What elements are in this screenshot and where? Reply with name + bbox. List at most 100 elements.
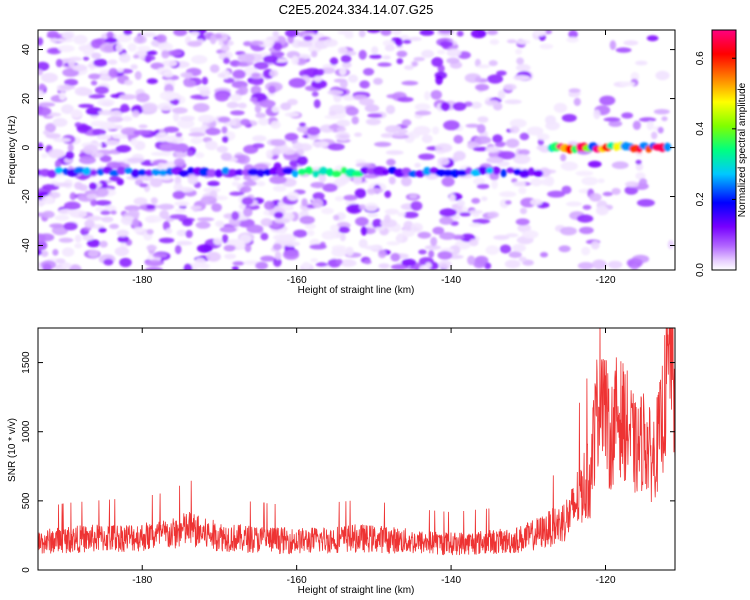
heatmap-cell bbox=[188, 132, 206, 137]
heatmap-cell bbox=[117, 235, 129, 243]
heatmap-cell bbox=[108, 68, 119, 78]
heatmap-cell bbox=[430, 236, 438, 247]
heatmap-cell bbox=[94, 200, 112, 206]
heatmap-cell bbox=[114, 246, 130, 257]
heatmap-cell bbox=[38, 106, 52, 116]
heatmap-cell bbox=[272, 243, 282, 251]
heatmap-cell bbox=[623, 40, 639, 46]
heatmap-cell bbox=[602, 191, 613, 197]
heatmap-cell bbox=[274, 218, 291, 224]
heatmap-cell bbox=[91, 52, 102, 60]
heatmap-cell bbox=[396, 50, 408, 58]
heatmap-cell bbox=[38, 83, 46, 92]
heatmap-cell bbox=[355, 216, 369, 227]
heatmap-cell bbox=[78, 156, 96, 165]
heatmap-cell bbox=[196, 85, 210, 91]
heatmap-line-cell bbox=[486, 167, 494, 175]
heatmap-cell bbox=[609, 40, 617, 51]
heatmap-cell bbox=[330, 224, 340, 232]
heatmap-cell bbox=[343, 194, 358, 201]
heatmap-cell bbox=[272, 30, 280, 37]
heatmap-cell bbox=[635, 172, 646, 180]
heatmap-cell bbox=[176, 229, 187, 237]
spectrogram-y-tick-label: -40 bbox=[21, 238, 32, 253]
heatmap-cell bbox=[473, 177, 485, 186]
heatmap-cell bbox=[497, 151, 516, 160]
heatmap-cell bbox=[396, 233, 404, 243]
spectrogram-x-tick-label: -140 bbox=[441, 275, 461, 286]
spectrogram-x-tick-label: -160 bbox=[287, 275, 307, 286]
heatmap-cell bbox=[90, 120, 107, 127]
heatmap-cell bbox=[159, 90, 178, 101]
heatmap-cell bbox=[191, 55, 208, 64]
heatmap-cell bbox=[177, 118, 195, 129]
heatmap-cell bbox=[221, 126, 228, 134]
heatmap-cell bbox=[411, 61, 418, 67]
heatmap-cell bbox=[78, 103, 94, 108]
heatmap-cell bbox=[364, 245, 380, 250]
heatmap-cell bbox=[274, 251, 282, 260]
heatmap-cell bbox=[453, 134, 464, 144]
colorbar-gradient bbox=[712, 30, 736, 270]
heatmap-cell bbox=[43, 130, 50, 136]
heatmap-line-cell bbox=[326, 168, 334, 177]
heatmap-cell bbox=[146, 78, 158, 85]
heatmap-line-cell bbox=[519, 169, 530, 178]
heatmap-cell bbox=[639, 178, 648, 186]
heatmap-cell bbox=[49, 38, 59, 43]
heatmap-cell bbox=[302, 261, 311, 270]
heatmap-cell bbox=[47, 149, 65, 159]
heatmap-cell bbox=[110, 210, 117, 215]
snr-panel: -180 -160 -140 -120 0 500 1000 1500 Height of … bbox=[7, 327, 676, 596]
snr-y-tick-label: 1000 bbox=[21, 420, 32, 443]
heatmap-cell bbox=[475, 76, 482, 83]
heatmap-cell bbox=[632, 120, 642, 130]
heatmap-line-cell bbox=[533, 169, 544, 178]
heatmap-cell bbox=[259, 99, 276, 108]
heatmap-cell bbox=[435, 143, 453, 153]
heatmap-cell bbox=[636, 199, 655, 207]
heatmap-cell bbox=[124, 205, 141, 212]
heatmap-cell bbox=[83, 144, 98, 155]
heatmap-cell bbox=[99, 74, 111, 81]
heatmap-cell bbox=[243, 207, 253, 217]
heatmap-cell bbox=[505, 138, 520, 148]
heatmap-cell bbox=[342, 94, 356, 101]
heatmap-cell bbox=[231, 211, 240, 221]
heatmap-cell bbox=[215, 220, 225, 227]
heatmap-cell bbox=[504, 99, 522, 105]
heatmap-cell bbox=[38, 61, 50, 71]
heatmap-cell bbox=[345, 50, 357, 56]
heatmap-cell bbox=[88, 249, 99, 258]
heatmap-cell bbox=[380, 30, 392, 36]
heatmap-cell bbox=[258, 117, 269, 126]
heatmap-cell bbox=[230, 110, 245, 116]
heatmap-cell bbox=[183, 79, 197, 88]
heatmap-cell bbox=[414, 103, 431, 111]
heatmap-cell bbox=[646, 120, 654, 131]
heatmap-cell bbox=[201, 76, 208, 85]
heatmap-cell bbox=[354, 132, 362, 137]
heatmap-cell bbox=[465, 123, 480, 128]
heatmap-cell bbox=[486, 30, 498, 36]
heatmap-cell bbox=[540, 252, 548, 258]
heatmap-cell bbox=[431, 57, 444, 67]
heatmap-cell bbox=[169, 98, 180, 106]
heatmap-cell bbox=[93, 58, 108, 67]
heatmap-cell bbox=[209, 34, 217, 45]
heatmap-cell bbox=[567, 141, 579, 146]
heatmap-cell bbox=[238, 85, 249, 95]
heatmap-cell bbox=[187, 175, 199, 185]
heatmap-line-cell bbox=[151, 168, 161, 176]
heatmap-cell bbox=[273, 42, 283, 51]
heatmap-cell bbox=[388, 176, 396, 185]
heatmap-cell bbox=[413, 125, 431, 136]
heatmap-cell bbox=[384, 190, 392, 198]
spectrogram-x-tick-label: -120 bbox=[596, 275, 616, 286]
heatmap-cell bbox=[127, 157, 145, 163]
heatmap-cell bbox=[561, 185, 572, 195]
heatmap-cell bbox=[469, 238, 479, 247]
heatmap-cell bbox=[111, 133, 128, 140]
heatmap-cell bbox=[206, 251, 222, 262]
